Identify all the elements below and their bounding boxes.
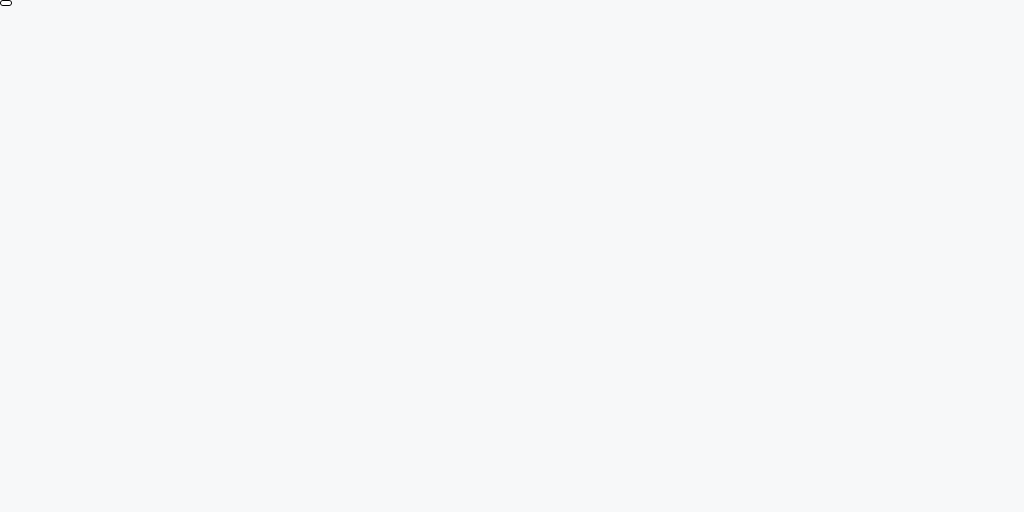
bottom-time-scale[interactable] (0, 489, 1024, 512)
last-price-badge (0, 0, 12, 6)
right-price-scale[interactable] (977, 0, 1024, 489)
